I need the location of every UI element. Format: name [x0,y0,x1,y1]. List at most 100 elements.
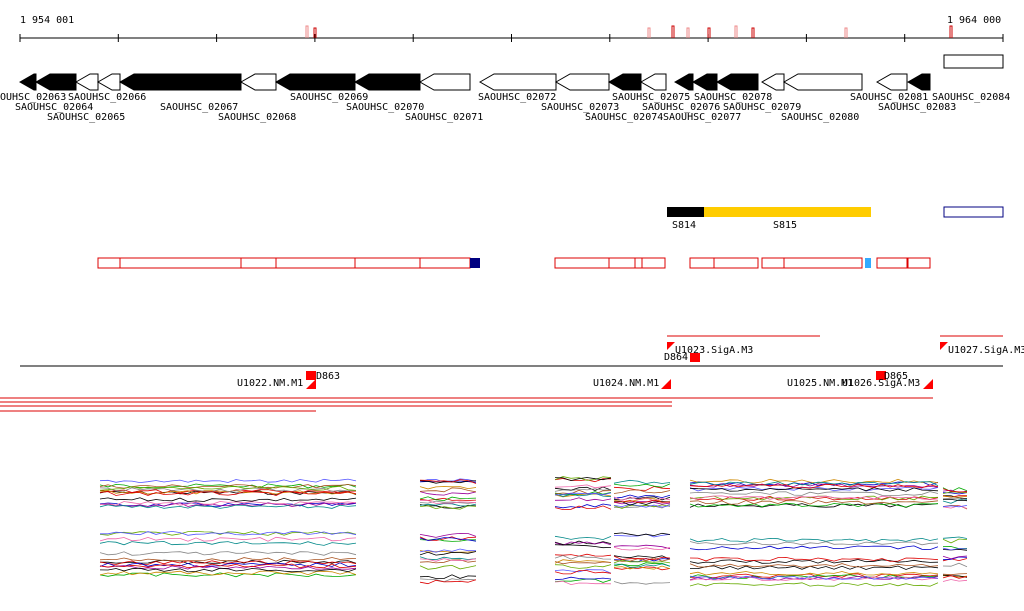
gene-label: SAOUHSC_02071 [405,112,483,123]
region-box [689,257,715,269]
expression-line [942,495,968,498]
expression-line [99,565,357,570]
read-mark [844,27,848,38]
gene-label: SAOUHSC_02066 [68,92,146,103]
expression-line [99,562,357,567]
expression-line [99,487,357,493]
gene-label: SAOUHSC_02065 [47,112,125,123]
expression-line [613,503,671,508]
gene-arrow [715,73,759,91]
gene-arrow [607,73,642,91]
gene-label: SAOUHSC_02078 [694,92,772,103]
region-fill [470,258,480,268]
expression-line [942,574,968,578]
expression-line [689,491,939,496]
expression-line [942,491,968,494]
feature-mark [306,371,316,380]
gene-arrow [239,73,277,91]
expression-line [419,532,477,538]
expression-line [613,496,671,502]
expression-line [689,545,939,551]
region-box [275,257,356,269]
feature-label: D863 [316,371,340,382]
expression-line [99,485,357,491]
gene-label: SAOUHSC_02083 [878,102,956,113]
expression-line [554,492,612,498]
expression-line [942,488,968,493]
expression-line [554,497,612,502]
gene-label: SAOUHSC_02070 [346,102,424,113]
region-box [240,257,277,269]
expression-line [419,548,477,553]
region-box [608,257,636,269]
expression-line [613,565,671,570]
segment-label: S815 [773,220,797,231]
expression-line [419,537,477,542]
expression-line [689,481,939,487]
expression-line [689,483,939,489]
feature-mark [690,353,700,362]
expression-line [689,502,939,508]
expression-line [419,564,477,570]
expression-line [689,582,939,587]
expression-line [613,494,671,499]
expression-line [554,492,612,496]
gene-arrow [274,73,356,91]
feature-label: U1026.SigA.M3 [842,378,920,389]
expression-line [99,557,357,562]
feature-label: D865 [884,371,908,382]
gene-arrow [353,73,421,91]
feature-flag [667,342,675,350]
gene-arrow [34,73,77,91]
gene-label: SAOUHSC_02079 [723,102,801,113]
gene-label: SAOUHSC_02073 [541,102,619,113]
gene-label: SAOUHSC_02076 [642,102,720,113]
read-mark [647,27,651,38]
expression-line [99,530,357,536]
feature-flag [306,379,316,389]
expression-line [942,562,968,568]
expression-line [942,573,968,576]
expression-line [419,505,477,510]
segment [704,207,871,217]
expression-line [554,569,612,574]
expression-line [942,548,968,551]
gene-arrow [418,73,471,91]
expression-line [554,580,612,586]
feature-label: U1025.NM.M1 [787,378,853,389]
expression-line [419,551,477,556]
expression-line [554,553,612,557]
gene-box [943,54,1004,69]
expression-line [99,502,357,507]
gene-label: SAOUHSC_02081 [850,92,928,103]
expression-line [554,488,612,492]
region-box [97,257,121,269]
expression-line [554,503,612,509]
region-box [783,257,863,269]
expression-line [613,486,671,491]
gene-label: SAOUHSC_02074 [585,112,663,123]
expression-line [942,547,968,551]
expression-line [554,559,612,564]
expression-line [613,555,671,561]
gene-arrow [18,73,37,91]
expression-line [554,544,612,549]
expression-line [554,535,612,541]
read-mark [313,27,317,38]
expression-line [419,579,477,585]
expression-line [99,478,357,484]
expression-line [100,530,357,536]
expression-line [613,563,671,568]
expression-line [554,477,612,482]
expression-line [554,561,612,565]
gene-label: SAOUHSC_02067 [160,102,238,113]
gene-label: OUHSC_02063 [0,92,66,103]
gene-label: SAOUHSC_02068 [218,112,296,123]
region-box [641,257,666,269]
expression-line [419,556,477,561]
expression-line [613,559,671,564]
expression-line [554,476,612,481]
gene-arrow [906,73,931,91]
expression-line [613,499,671,504]
expression-line [99,570,357,576]
